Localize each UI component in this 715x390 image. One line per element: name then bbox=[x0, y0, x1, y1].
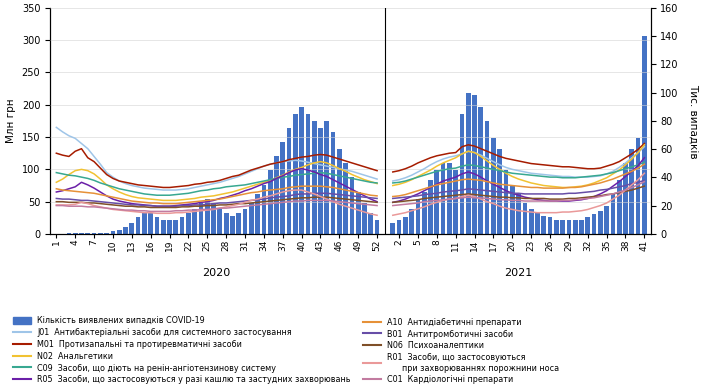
Bar bbox=[554, 220, 558, 234]
Bar bbox=[629, 149, 634, 234]
Bar bbox=[280, 142, 285, 234]
Bar bbox=[368, 213, 373, 234]
Bar bbox=[440, 163, 445, 234]
Bar bbox=[510, 184, 515, 234]
Bar bbox=[573, 220, 578, 234]
Y-axis label: Млн грн: Млн грн bbox=[6, 99, 16, 143]
Bar bbox=[485, 121, 490, 234]
Bar bbox=[491, 138, 495, 234]
Bar bbox=[217, 209, 222, 234]
Bar bbox=[362, 203, 367, 234]
Bar bbox=[447, 163, 452, 234]
Bar bbox=[92, 232, 97, 234]
Bar bbox=[390, 223, 395, 234]
Bar bbox=[249, 203, 254, 234]
Bar bbox=[604, 206, 609, 234]
Bar bbox=[123, 227, 128, 234]
Bar bbox=[350, 177, 354, 234]
Bar bbox=[73, 232, 77, 234]
Bar bbox=[623, 163, 628, 234]
Bar bbox=[472, 96, 477, 234]
Bar bbox=[617, 180, 621, 234]
Bar bbox=[186, 213, 191, 234]
Bar bbox=[148, 213, 153, 234]
Bar bbox=[85, 232, 90, 234]
Bar bbox=[111, 231, 115, 234]
Bar bbox=[592, 214, 596, 234]
Bar bbox=[66, 232, 72, 234]
Bar bbox=[503, 170, 508, 234]
Y-axis label: Тис. випадків: Тис. випадків bbox=[689, 83, 699, 158]
Bar bbox=[154, 217, 159, 234]
Bar bbox=[586, 217, 590, 234]
Bar bbox=[274, 156, 279, 234]
Bar bbox=[356, 191, 360, 234]
Bar bbox=[211, 203, 216, 234]
Bar bbox=[242, 209, 247, 234]
Bar bbox=[224, 213, 229, 234]
Bar bbox=[541, 216, 546, 234]
Bar bbox=[636, 138, 641, 234]
Bar bbox=[174, 220, 178, 234]
Bar bbox=[287, 128, 292, 234]
Bar bbox=[325, 121, 329, 234]
Bar bbox=[415, 199, 420, 234]
Bar bbox=[117, 230, 122, 234]
Bar bbox=[375, 220, 380, 234]
Bar bbox=[98, 232, 103, 234]
Bar bbox=[561, 220, 565, 234]
Bar bbox=[498, 149, 502, 234]
Bar bbox=[409, 209, 414, 234]
Bar bbox=[331, 132, 335, 234]
Bar bbox=[104, 232, 109, 234]
Bar bbox=[548, 217, 553, 234]
Bar bbox=[579, 220, 584, 234]
Bar bbox=[205, 199, 209, 234]
Bar bbox=[566, 220, 571, 234]
Bar bbox=[516, 194, 521, 234]
Text: 2020: 2020 bbox=[202, 268, 231, 278]
Bar bbox=[161, 220, 166, 234]
Bar bbox=[293, 114, 297, 234]
Bar bbox=[343, 163, 348, 234]
Bar bbox=[453, 170, 458, 234]
Text: 2021: 2021 bbox=[505, 268, 533, 278]
Bar bbox=[428, 180, 433, 234]
Bar bbox=[192, 209, 197, 234]
Bar bbox=[460, 114, 464, 234]
Bar bbox=[136, 217, 140, 234]
Bar bbox=[199, 203, 203, 234]
Bar bbox=[523, 203, 527, 234]
Bar bbox=[397, 220, 401, 234]
Bar bbox=[312, 121, 317, 234]
Bar bbox=[230, 216, 235, 234]
Bar bbox=[318, 128, 323, 234]
Bar bbox=[478, 107, 483, 234]
Bar bbox=[79, 232, 84, 234]
Bar bbox=[403, 217, 408, 234]
Legend: Кількість виявлених випадків COVID-19, J01  Антибактеріальні засоби для системно: Кількість виявлених випадків COVID-19, J… bbox=[11, 315, 352, 386]
Bar bbox=[262, 184, 266, 234]
Bar bbox=[598, 211, 603, 234]
Bar bbox=[466, 93, 470, 234]
Bar bbox=[237, 213, 241, 234]
Bar bbox=[300, 107, 304, 234]
Bar bbox=[337, 149, 342, 234]
Bar bbox=[179, 217, 184, 234]
Bar bbox=[535, 213, 540, 234]
Legend: A10  Антидіабетичні препарати, B01  Антитромботичні засоби, N06  Психоаналептики: A10 Антидіабетичні препарати, B01 Антитр… bbox=[362, 316, 561, 386]
Bar bbox=[305, 114, 310, 234]
Bar bbox=[142, 213, 147, 234]
Bar bbox=[435, 170, 439, 234]
Bar bbox=[611, 194, 616, 234]
Bar bbox=[255, 194, 260, 234]
Bar bbox=[642, 36, 647, 234]
Bar bbox=[268, 170, 272, 234]
Bar bbox=[422, 191, 427, 234]
Bar bbox=[529, 209, 533, 234]
Bar bbox=[129, 223, 134, 234]
Bar bbox=[167, 220, 172, 234]
